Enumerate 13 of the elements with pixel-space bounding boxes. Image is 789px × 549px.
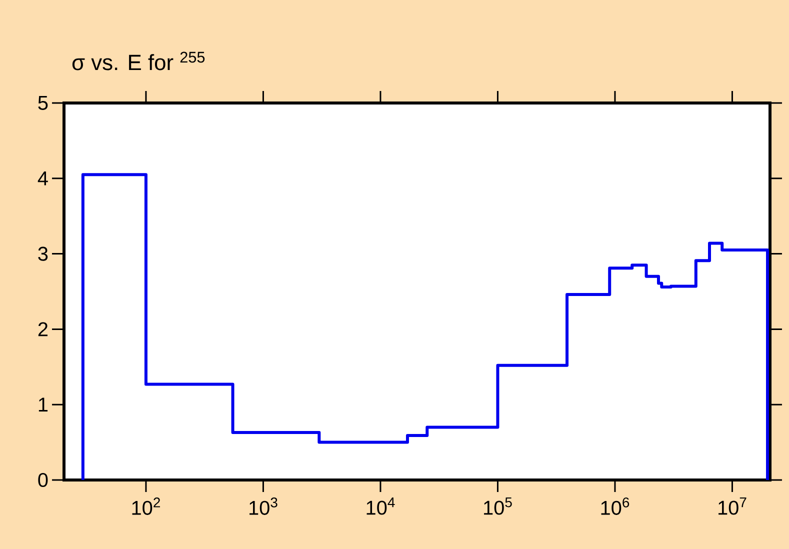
y-tick-label: 1 — [38, 398, 48, 412]
chart-title: σ vs. E for $^{255}$ — [72, 52, 205, 70]
y-tick-label: 0 — [38, 472, 48, 488]
x-tick-label: 10$^{4}$ — [366, 498, 395, 515]
x-tick-label: 10$^{5}$ — [484, 498, 512, 515]
y-tick-label: 2 — [38, 322, 48, 336]
y-tick-label: 4 — [38, 172, 48, 186]
y-tick-label: 5 — [38, 96, 48, 110]
x-tick-label: 10$^{3}$ — [250, 498, 278, 515]
x-tick-label: 10$^{6}$ — [601, 498, 630, 515]
y-tick-label: 3 — [38, 246, 48, 261]
x-tick-label: 10$^{7}$ — [718, 498, 746, 515]
x-tick-label: 10$^{2}$ — [132, 498, 160, 515]
